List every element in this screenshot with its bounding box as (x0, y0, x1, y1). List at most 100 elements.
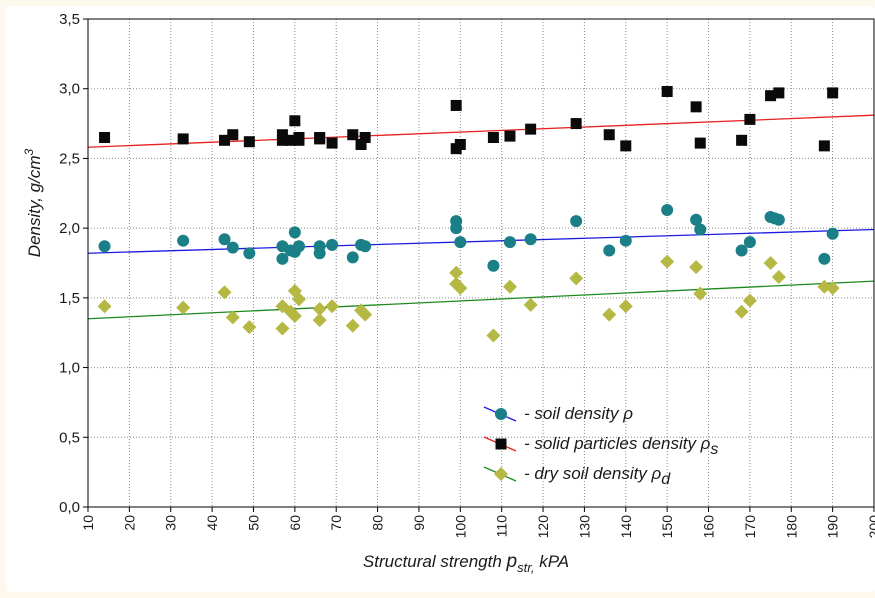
square-point (219, 134, 231, 146)
diamond-point (486, 328, 501, 343)
x-tick-label: 200 (866, 515, 875, 539)
grid (88, 19, 874, 507)
square-point (276, 134, 288, 146)
square-point (504, 130, 516, 142)
circle-point (826, 227, 839, 240)
diamond-point (453, 281, 468, 296)
circle-point (524, 233, 537, 246)
diamond-point (217, 285, 232, 300)
diamond-point (660, 254, 675, 269)
diamond-point (287, 308, 302, 323)
diamond-point (602, 307, 617, 322)
y-tick-label: 2,5 (59, 150, 80, 167)
x-tick-label: 100 (452, 515, 468, 539)
diamond-point (97, 299, 112, 314)
legend: - soil density ρ - solid particles densit… (483, 404, 718, 488)
x-tick-label: 110 (494, 515, 510, 538)
square-point (818, 140, 830, 152)
circle-point (743, 236, 756, 249)
circle-point (570, 215, 583, 228)
circle-point (288, 226, 301, 239)
circle-point (619, 234, 632, 247)
square-point (827, 87, 839, 99)
circle-fit-line (87, 228, 875, 254)
square-point (690, 101, 702, 113)
square-point (285, 134, 297, 146)
diamond-point (345, 318, 360, 333)
y-tick-label: 1,0 (59, 360, 80, 377)
x-tick-label: 30 (163, 515, 179, 531)
diamond-point (763, 256, 778, 270)
y-tick-label: 1,5 (59, 290, 80, 307)
x-tick-label: 190 (825, 515, 841, 539)
circle-point (818, 252, 831, 265)
square-point (326, 137, 338, 149)
legend-label: - dry soil density ρd (524, 464, 671, 488)
diamond-point (618, 299, 633, 314)
square-fit-line (87, 114, 875, 148)
x-axis-ticks: 10 20 30 40 50 60 70 80 90 100 110 120 130 140 150 160 1… (80, 507, 875, 538)
square-point (347, 129, 359, 141)
circle-point (218, 233, 231, 246)
square-point (454, 138, 466, 150)
square-point (661, 86, 673, 98)
square-point (293, 134, 305, 146)
square-point (450, 99, 462, 111)
circle-point (226, 241, 239, 254)
legend-marker (495, 438, 507, 450)
square-point (359, 132, 371, 144)
x-tick-label: 60 (287, 515, 303, 531)
square-point (355, 138, 367, 150)
circle-point (276, 252, 289, 265)
diamond-point (449, 265, 464, 280)
legend-marker (494, 467, 508, 481)
square-point (744, 113, 756, 125)
x-tick-label: 170 (742, 515, 758, 539)
diamond-point (242, 320, 257, 335)
y-tick-label: 3,5 (59, 11, 80, 28)
diamond-point (312, 302, 327, 317)
y-axis-ticks: 0,0 0,5 1,0 1,5 2,0 2,5 3,0 3,5 (59, 11, 88, 516)
x-tick-label: 120 (535, 515, 551, 539)
legend-label: - soil density ρ (524, 404, 633, 423)
diamond-point (291, 292, 306, 307)
circle-point (450, 222, 463, 235)
legend-label: - solid particles density ρs (524, 434, 718, 458)
y-tick-label: 0,5 (59, 429, 80, 446)
diamond-point (312, 313, 327, 328)
diamond-point (569, 271, 584, 286)
diamond-point (358, 307, 373, 322)
x-axis-label: Structural strength pstr, kPA (363, 551, 569, 575)
circle-point (603, 244, 616, 257)
square-point (570, 118, 582, 130)
data-points (97, 86, 840, 343)
x-tick-label: 180 (783, 515, 799, 539)
square-point (765, 90, 777, 102)
square-point (694, 137, 706, 149)
square-point (736, 134, 748, 146)
x-tick-label: 80 (370, 515, 386, 531)
x-tick-label: 20 (121, 515, 137, 531)
circle-point (487, 259, 500, 272)
diamond-point (225, 310, 240, 325)
square-point (487, 132, 499, 144)
square-point (773, 87, 785, 99)
diamond-point (693, 286, 708, 301)
x-tick-label: 130 (576, 515, 592, 539)
square-point (603, 129, 615, 141)
y-tick-label: 3,0 (59, 81, 80, 98)
y-tick-label: 0,0 (59, 499, 80, 516)
circle-point (772, 213, 785, 226)
trend-lines (87, 114, 875, 320)
x-tick-label: 150 (659, 515, 675, 539)
chart-panel: 0,0 0,5 1,0 1,5 2,0 2,5 3,0 3,5 10 20 30 40 50 60 70 8… (6, 6, 875, 592)
circle-point (346, 251, 359, 264)
circle-point (690, 213, 703, 226)
legend-marker (495, 408, 507, 420)
circle-point (694, 223, 707, 236)
x-tick-label: 50 (245, 515, 261, 531)
square-point (525, 123, 537, 135)
circle-point (313, 240, 326, 253)
square-point (99, 132, 111, 144)
